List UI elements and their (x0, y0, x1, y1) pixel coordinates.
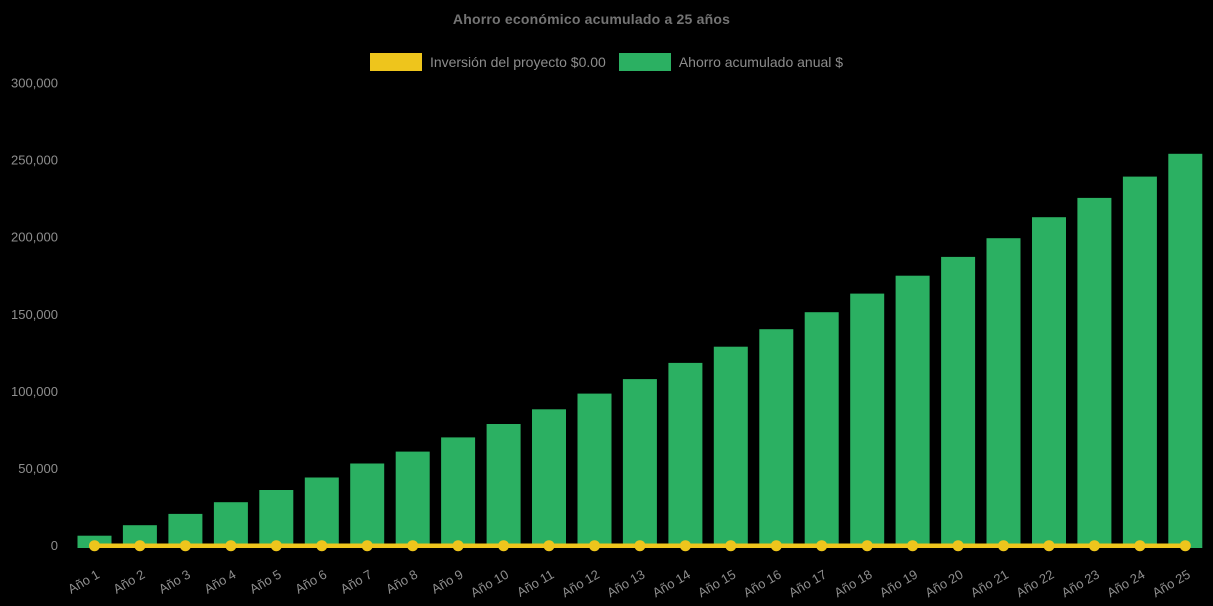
x-axis-label-year-6: Año 6 (292, 567, 329, 597)
x-axis-label-year-15: Año 15 (695, 567, 738, 601)
investment-point-year-15 (725, 540, 737, 552)
x-axis-label-year-9: Año 9 (429, 567, 466, 597)
investment-point-year-12 (589, 540, 600, 552)
savings-bar-year-6 (304, 477, 339, 548)
legend-swatch-ahorro-icon (618, 52, 671, 71)
x-axis-label-year-12: Año 12 (559, 567, 602, 601)
investment-point-year-3 (179, 540, 191, 552)
y-axis-tick-250000: 250,000 (11, 153, 58, 168)
x-axis-label-year-10: Año 10 (468, 567, 511, 601)
savings-bar-year-12 (577, 393, 612, 548)
x-axis-label-year-2: Año 2 (110, 567, 147, 597)
x-axis-label-year-5: Año 5 (247, 567, 284, 597)
investment-point-year-4 (225, 540, 237, 552)
savings-bar-year-16 (759, 329, 794, 548)
savings-bar-year-14 (668, 362, 703, 548)
x-axis-label-year-23: Año 23 (1059, 567, 1102, 601)
savings-bar-year-19 (895, 275, 930, 548)
legend-label-inversion: Inversión del proyecto $0.00 (429, 53, 606, 70)
y-axis-tick-0: 0 (51, 538, 58, 553)
x-axis-label-year-11: Año 11 (514, 567, 556, 600)
chart-legend: Inversión del proyecto $0.00 Ahorro acum… (0, 52, 1213, 71)
x-axis-label-year-21: Año 21 (968, 567, 1011, 601)
savings-bar-year-11 (532, 409, 566, 548)
investment-point-year-1 (89, 540, 100, 552)
investment-point-year-14 (679, 540, 691, 552)
investment-point-year-8 (407, 540, 419, 552)
savings-bar-year-7 (350, 463, 385, 548)
y-axis-tick-200000: 200,000 (11, 230, 58, 245)
savings-bar-year-23 (1077, 197, 1112, 548)
investment-point-year-23 (1088, 540, 1100, 552)
x-axis-label-year-19: Año 19 (877, 567, 920, 601)
x-axis-label-year-17: Año 17 (786, 567, 829, 601)
investment-point-year-7 (361, 540, 373, 552)
savings-bar-year-10 (486, 424, 521, 548)
savings-bar-year-15 (713, 346, 748, 548)
x-axis-label-year-20: Año 20 (922, 567, 965, 601)
legend-label-ahorro: Ahorro acumulado anual $ (678, 53, 844, 70)
y-axis-tick-50000: 50,000 (18, 461, 58, 476)
investment-point-year-16 (770, 540, 782, 552)
x-axis-label-year-24: Año 24 (1104, 567, 1147, 601)
savings-bar-year-9 (441, 437, 476, 548)
investment-point-year-5 (270, 540, 282, 552)
x-axis-label-year-8: Año 8 (383, 567, 420, 597)
x-axis-label-year-22: Año 22 (1013, 567, 1056, 601)
investment-point-year-13 (634, 540, 646, 552)
savings-bar-year-20 (941, 256, 976, 548)
y-axis-tick-150000: 150,000 (11, 307, 58, 322)
investment-point-year-9 (452, 540, 464, 552)
savings-bar-year-2 (122, 525, 157, 548)
investment-point-year-24 (1134, 540, 1146, 552)
investment-point-year-25 (1179, 540, 1191, 552)
investment-point-year-6 (316, 540, 328, 552)
savings-bar-year-8 (395, 451, 430, 548)
legend-swatch-inversion-icon (369, 52, 422, 71)
investment-point-year-19 (907, 540, 919, 552)
x-axis-label-year-14: Año 14 (650, 567, 693, 601)
savings-bar-year-18 (850, 293, 885, 548)
x-axis-label-year-4: Año 4 (201, 567, 238, 597)
x-axis-label-year-7: Año 7 (338, 567, 375, 597)
y-axis-tick-100000: 100,000 (11, 384, 58, 399)
x-axis-label-year-3: Año 3 (156, 567, 193, 597)
investment-point-year-20 (952, 540, 964, 552)
savings-bar-year-17 (804, 312, 839, 548)
savings-bar-year-13 (622, 379, 657, 548)
investment-point-year-17 (816, 540, 828, 552)
legend-item-inversion[interactable]: Inversión del proyecto $0.00 (369, 52, 606, 71)
y-axis-tick-300000: 300,000 (11, 75, 58, 90)
x-axis-label-year-1: Año 1 (65, 567, 102, 597)
savings-bar-year-24 (1122, 176, 1157, 548)
x-axis-label-year-25: Año 25 (1150, 567, 1193, 601)
savings-bar-year-21 (986, 238, 1021, 548)
investment-point-year-21 (998, 540, 1009, 552)
chart-title: Ahorro económico acumulado a 25 años (452, 11, 731, 27)
investment-point-year-10 (498, 540, 510, 552)
x-axis-label-year-13: Año 13 (604, 567, 647, 601)
investment-point-year-2 (134, 540, 146, 552)
investment-point-year-11 (543, 540, 555, 552)
investment-point-year-18 (861, 540, 873, 552)
x-axis-label-year-16: Año 16 (741, 567, 784, 601)
investment-point-year-22 (1043, 540, 1055, 552)
x-axis-label-year-18: Año 18 (832, 567, 875, 601)
legend-item-ahorro[interactable]: Ahorro acumulado anual $ (618, 52, 844, 71)
savings-bar-year-22 (1032, 217, 1066, 548)
savings-bar-year-25 (1168, 153, 1203, 549)
savings-bar-year-5 (259, 490, 294, 548)
